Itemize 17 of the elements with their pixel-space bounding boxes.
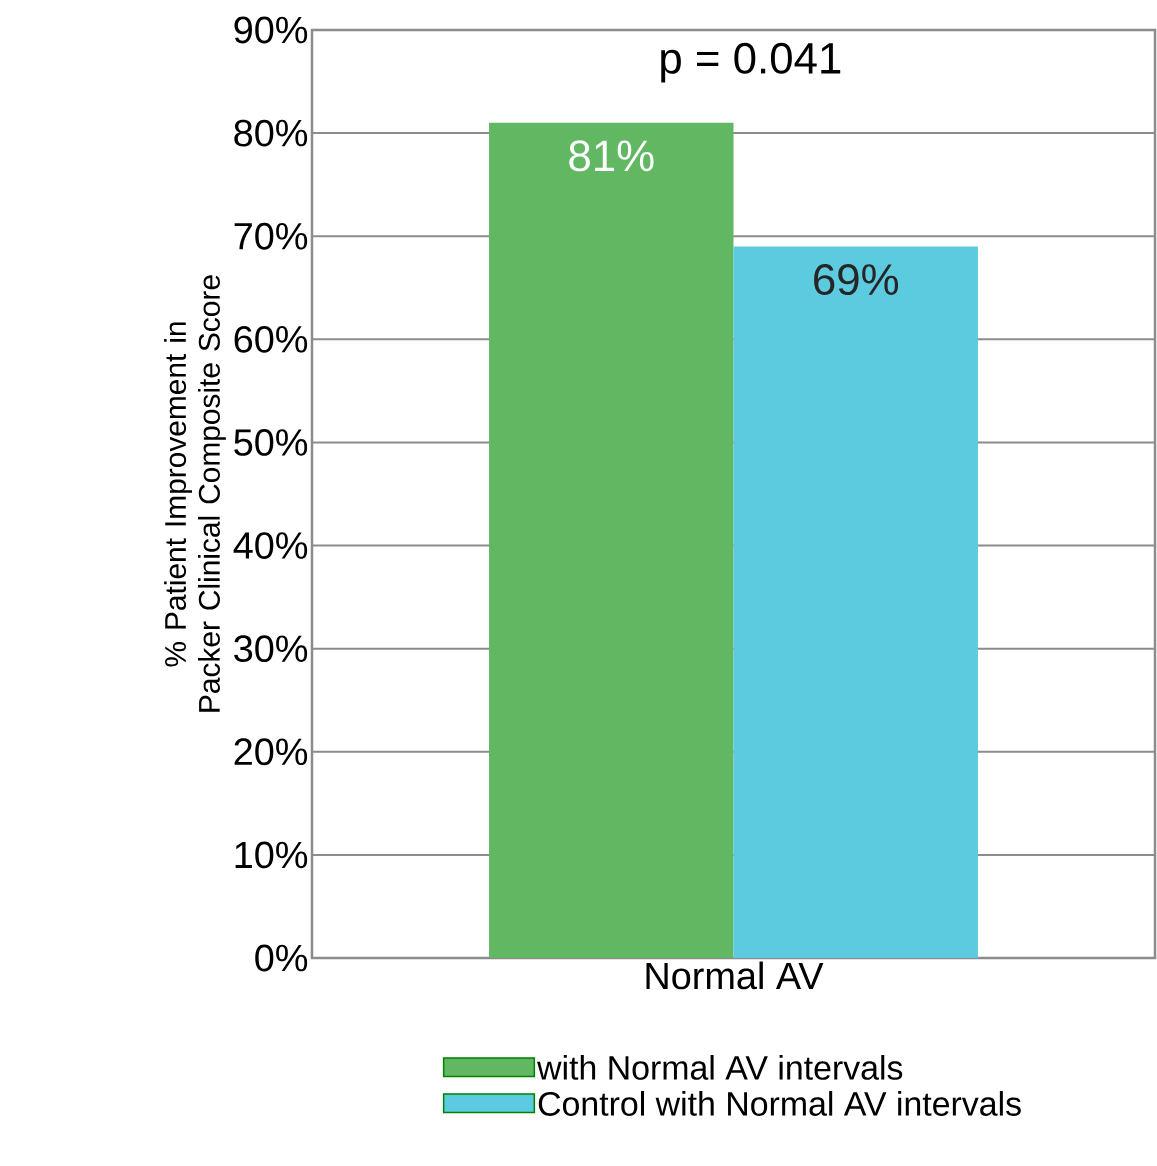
y-tick-label: 10% [235, 841, 308, 869]
data-label: 81% [569, 140, 654, 172]
annotation: p = 0.041 [661, 42, 841, 83]
data-label: 69% [814, 264, 899, 296]
legend-label: with Normal AV intervals [537, 1054, 903, 1080]
y-tick-label: 70% [234, 222, 308, 250]
x-tick-label: Normal AV [646, 961, 824, 990]
y-tick-label: 90% [234, 16, 308, 44]
y-tick-label: 0% [255, 944, 308, 972]
y-tick-label: 20% [234, 738, 308, 766]
y-tick-label: 60% [234, 325, 308, 353]
y-axis-title: % Patient Improvement in Packer Clinical Composite Score [164, 275, 226, 712]
y-tick-label: 40% [233, 532, 308, 559]
y-tick-label: 50% [234, 429, 308, 456]
y-tick-label: 30% [234, 635, 308, 663]
y-tick-label: 80% [234, 119, 308, 147]
legend-label: Control with Normal AV intervals [538, 1091, 1021, 1116]
